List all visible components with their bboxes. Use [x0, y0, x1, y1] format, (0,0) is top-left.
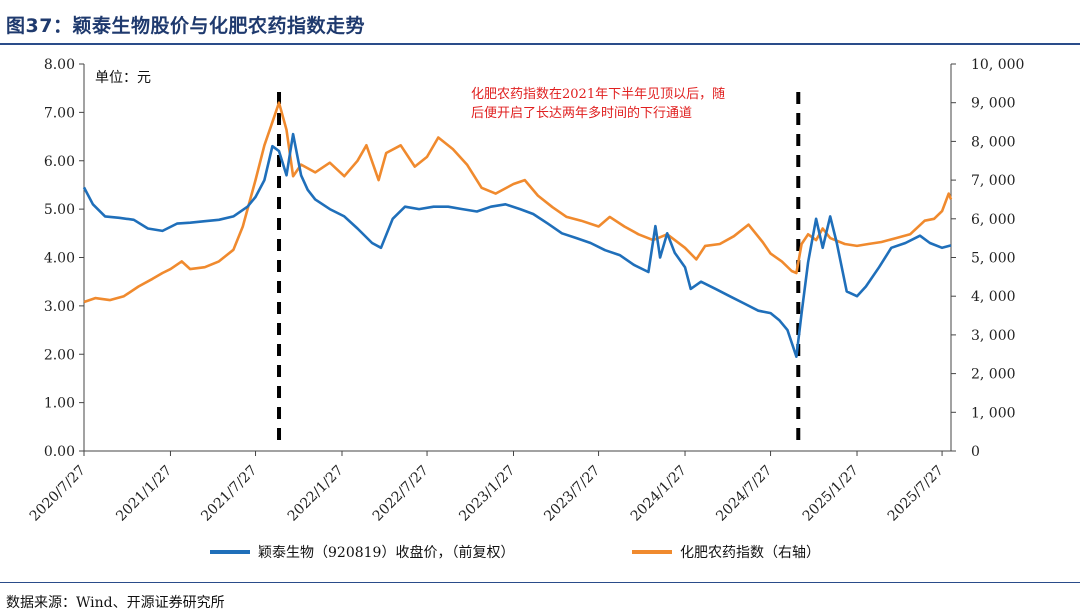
y-right-tick-label: 5, 000: [971, 251, 1016, 267]
annotation-line-1: 化肥农药指数在2021年下半年见顶以后，随: [471, 87, 725, 102]
x-tick-label: 2024/1/27: [628, 463, 690, 525]
y-right-tick-label: 2, 000: [971, 367, 1016, 383]
y-right-tick-label: 3, 000: [971, 328, 1016, 344]
footer-divider: [0, 582, 1080, 583]
unit-label: 单位：元: [95, 70, 151, 86]
series-line-fertilizer-index: [83, 101, 953, 304]
x-tick-label: 2023/1/27: [456, 463, 518, 525]
series-line-stock-price: [82, 132, 952, 358]
x-tick-label: 2024/7/27: [713, 463, 775, 525]
chart-markers: [277, 92, 801, 447]
y-left-tick-label: 3.00: [44, 299, 75, 315]
y-right-tick-label: 1, 000: [971, 405, 1016, 421]
y-left-tick-label: 4.00: [44, 251, 75, 267]
y-left-tick-label: 0.00: [44, 444, 75, 460]
chart: 0.00 1.00 2.00 3.00 4.00 5.00 6.00 7.00 8.00 0 1, …: [27, 57, 1025, 561]
figure-title: 图37：颖泰生物股价与化肥农药指数走势: [6, 15, 365, 37]
y-right-tick-label: 9, 000: [971, 96, 1016, 112]
y-right-tick-label: 6, 000: [971, 212, 1016, 228]
data-source: 数据来源：Wind、开源证券研究所: [6, 595, 225, 611]
y-left-tick-label: 5.00: [44, 202, 75, 218]
x-tick-label: 2022/1/27: [285, 463, 347, 525]
chart-legend: 颖泰生物（920819）收盘价，（前复权） 化肥农药指数（右轴）: [210, 544, 820, 561]
x-tick-label: 2021/1/27: [113, 463, 175, 525]
x-tick-label: 2025/7/27: [885, 463, 947, 525]
x-tick-label: 2023/7/27: [541, 463, 603, 525]
chart-axes: 0.00 1.00 2.00 3.00 4.00 5.00 6.00 7.00 8.00 0 1, …: [27, 57, 1025, 525]
y-right-tick-label: 4, 000: [971, 289, 1016, 305]
y-right-tick-label: 7, 000: [971, 173, 1016, 189]
y-left-tick-label: 7.00: [44, 105, 75, 121]
annotation-line-2: 后便开启了长达两年多时间的下行通道: [471, 105, 692, 121]
legend-label-index: 化肥农药指数（右轴）: [680, 545, 820, 561]
x-tick-label: 2021/7/27: [198, 463, 260, 525]
y-left-tick-label: 6.00: [44, 154, 75, 170]
y-right-tick-label: 10, 000: [971, 57, 1024, 73]
title-divider: [0, 43, 1080, 45]
y-left-tick-label: 1.00: [44, 396, 75, 412]
y-left-tick-label: 8.00: [44, 57, 75, 73]
y-left-tick-label: 2.00: [44, 347, 75, 363]
x-tick-label: 2022/7/27: [370, 463, 432, 525]
x-tick-label: 2020/7/27: [27, 463, 89, 525]
y-right-tick-label: 8, 000: [971, 134, 1016, 150]
legend-label-stock: 颖泰生物（920819）收盘价，（前复权）: [258, 544, 514, 561]
chart-series: [82, 101, 953, 358]
x-tick-label: 2025/1/27: [800, 463, 862, 525]
y-right-tick-label: 0: [971, 444, 980, 460]
